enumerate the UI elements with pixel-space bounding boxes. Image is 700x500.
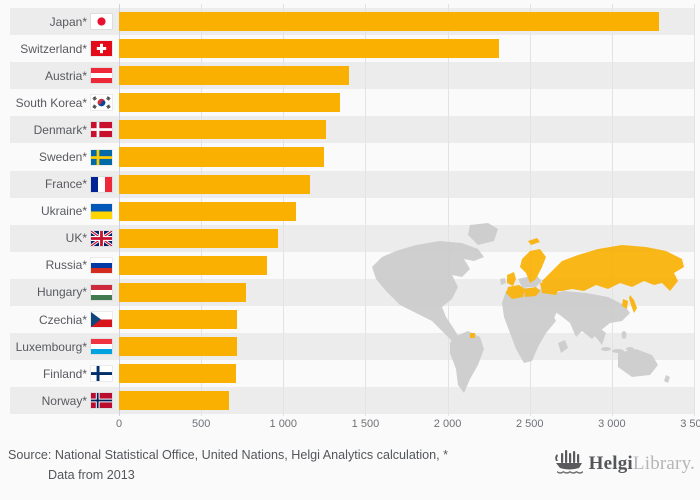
- flag-luxembourg-icon: [91, 339, 112, 355]
- source-line-1: Source: National Statistical Office, Uni…: [8, 448, 449, 462]
- bar-area: [119, 333, 694, 360]
- country-label: Luxembourg*: [15, 339, 87, 354]
- bar-austria: [119, 66, 349, 86]
- bar-hungary: [119, 282, 247, 303]
- axis-tick-label: 2 000: [433, 418, 462, 430]
- source-text: Source: National Statistical Office, Uni…: [8, 445, 448, 485]
- bar-czechia: [119, 310, 238, 330]
- country-label: Finland*: [42, 366, 87, 381]
- table-row: Czechia*: [10, 306, 694, 333]
- axis-tick-label: 3 500: [680, 418, 700, 430]
- flag-sweden-icon: [91, 149, 112, 165]
- bar-area: [119, 171, 694, 198]
- country-label: France*: [44, 177, 87, 192]
- helgi-ship-icon: [553, 447, 585, 480]
- country-label: South Korea*: [15, 95, 87, 110]
- table-row: Sweden*: [10, 143, 694, 170]
- map-highlighted-region: [470, 238, 684, 338]
- flag-finland-icon: [91, 366, 112, 382]
- bar-area: [119, 116, 694, 143]
- bar-norway: [119, 391, 230, 411]
- bar-area: [119, 198, 694, 225]
- country-label: Japan*: [49, 14, 87, 29]
- bar-denmark: [119, 120, 326, 140]
- logo-wordmark: HelgiLibrary.: [589, 453, 695, 475]
- country-label: Czechia*: [38, 312, 87, 327]
- bar-uk: [119, 228, 279, 248]
- table-row: Switzerland*: [10, 35, 694, 62]
- bar-japan: [119, 12, 659, 32]
- axis-tick-label: 3 000: [598, 418, 626, 430]
- logo-text-helgi: Helgi: [588, 452, 633, 474]
- bar-sweden: [119, 147, 325, 167]
- table-row: Denmark*: [10, 116, 694, 144]
- bar-area: [119, 89, 694, 116]
- bar-area: [119, 279, 694, 306]
- table-row: Ukraine*: [10, 198, 694, 225]
- country-label: Sweden*: [38, 150, 87, 165]
- bar-area: [119, 225, 694, 252]
- flag-austria-icon: [91, 68, 112, 84]
- table-row: Finland*: [10, 360, 694, 387]
- flag-denmark-icon: [91, 122, 112, 138]
- table-row: Russia*: [10, 252, 694, 279]
- table-row: South Korea*: [10, 89, 694, 116]
- flag-czechia-icon: [91, 312, 112, 328]
- table-row: Japan*: [10, 8, 694, 36]
- bar-luxembourg: [119, 337, 238, 357]
- flag-ukraine-icon: [91, 203, 112, 219]
- bar-area: [119, 306, 694, 333]
- country-label: Denmark*: [33, 122, 87, 137]
- axis-tick-label: 0: [115, 418, 123, 430]
- flag-uk-icon: [91, 230, 112, 246]
- flag-russia-icon: [91, 257, 112, 273]
- x-axis: 0 500 1 000 1 500 2 000 2 500 3 000 3 50…: [115, 418, 700, 434]
- helgi-library-logo: HelgiLibrary.: [553, 447, 695, 480]
- bar-area: [119, 360, 694, 387]
- table-row: Luxembourg*: [10, 333, 694, 361]
- map-landmass: [372, 223, 670, 393]
- source-line-2: Data from 2013: [48, 468, 135, 482]
- bar-russia: [119, 255, 268, 275]
- country-label: Ukraine*: [40, 204, 87, 219]
- flag-hungary-icon: [91, 284, 112, 300]
- table-row: France*: [10, 170, 694, 198]
- country-label: Russia*: [45, 258, 87, 273]
- flag-switzerland-icon: [91, 41, 112, 57]
- country-label: Austria*: [44, 68, 87, 83]
- table-row: Austria*: [10, 62, 694, 90]
- flag-france-icon: [91, 176, 112, 192]
- bar-south-korea: [119, 93, 340, 113]
- bar-finland: [119, 364, 236, 384]
- bar-area: [119, 252, 694, 279]
- axis-tick-label: 2 500: [515, 418, 544, 430]
- bar-rows: Japan* Switzerland* Austria* South Korea…: [10, 8, 694, 415]
- bar-switzerland: [119, 39, 500, 59]
- country-label: Hungary*: [36, 285, 87, 300]
- bar-france: [119, 174, 310, 194]
- flag-japan-icon: [91, 14, 112, 30]
- country-label: Norway*: [41, 393, 87, 408]
- logo-text-library: Library.: [632, 452, 695, 474]
- flag-norway-icon: [91, 393, 112, 409]
- axis-tick-label: 1 500: [351, 418, 380, 430]
- axis-tick-label: 500: [191, 418, 211, 430]
- bar-area: [119, 35, 694, 62]
- bar-area: [119, 8, 694, 35]
- bar-area: [119, 62, 694, 89]
- country-label: Switzerland*: [20, 41, 87, 56]
- bar-ukraine: [119, 201, 296, 221]
- table-row: UK*: [10, 224, 694, 252]
- flag-south-korea-icon: [91, 95, 112, 111]
- world-map: [366, 219, 696, 419]
- country-label: UK*: [65, 231, 87, 246]
- axis-tick-label: 1 000: [269, 418, 298, 430]
- bar-area: [119, 143, 694, 170]
